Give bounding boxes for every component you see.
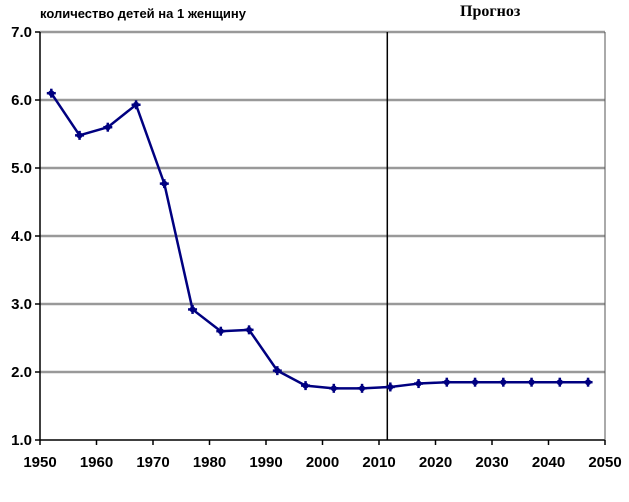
data-point: [103, 122, 113, 132]
data-point-dot: [528, 379, 535, 386]
data-point-dot: [330, 385, 337, 392]
data-point: [442, 377, 452, 387]
data-point-dot: [161, 180, 168, 187]
data-point-dot: [76, 132, 83, 139]
y-axis-label: количество детей на 1 женщину: [40, 6, 247, 21]
x-tick-label: 1950: [23, 454, 56, 471]
grid-lines: [40, 30, 605, 374]
data-point-dot: [415, 380, 422, 387]
data-point-dot: [359, 385, 366, 392]
data-point-dot: [443, 379, 450, 386]
axes: [35, 31, 606, 445]
data-point: [385, 382, 395, 392]
data-point: [357, 383, 367, 393]
x-tick-label: 2030: [475, 454, 508, 471]
y-tick-label: 4.0: [11, 228, 32, 245]
data-point-dot: [500, 379, 507, 386]
y-tick-label: 3.0: [11, 296, 32, 313]
y-tick-label: 5.0: [11, 160, 32, 177]
data-point-dot: [302, 382, 309, 389]
x-tick-label: 1990: [249, 454, 282, 471]
series-line: [50, 92, 589, 390]
x-tick-label: 1980: [193, 454, 226, 471]
data-point-dot: [585, 379, 592, 386]
data-point: [301, 381, 311, 391]
x-tick-label: 2000: [306, 454, 339, 471]
data-point-dot: [246, 326, 253, 333]
series-line-group: [46, 88, 593, 393]
data-point: [216, 326, 226, 336]
data-point: [188, 304, 198, 314]
data-point-dot: [472, 379, 479, 386]
data-point-dot: [556, 379, 563, 386]
y-tick-label: 1.0: [11, 432, 32, 449]
data-point: [272, 366, 282, 376]
data-point-dot: [48, 90, 55, 97]
data-point: [555, 377, 565, 387]
data-point: [470, 377, 480, 387]
data-point: [527, 377, 537, 387]
data-point: [244, 325, 254, 335]
data-point: [75, 130, 85, 140]
data-point: [583, 377, 593, 387]
x-tick-label: 1970: [136, 454, 169, 471]
y-tick-label: 2.0: [11, 364, 32, 381]
x-tick-label: 1960: [80, 454, 113, 471]
data-point: [414, 379, 424, 389]
x-tick-labels: 1950 1960 1970 1980 1990 2000 2010 2020 2030 2040…: [23, 454, 621, 471]
forecast-label: Прогноз: [460, 3, 521, 20]
data-point-dot: [387, 383, 394, 390]
x-tick-label: 2040: [532, 454, 565, 471]
y-tick-label: 7.0: [11, 24, 32, 41]
data-point-dot: [133, 101, 140, 108]
data-point-dot: [274, 367, 281, 374]
data-point: [329, 383, 339, 393]
data-point: [131, 100, 141, 110]
data-point-dot: [189, 306, 196, 313]
y-tick-label: 6.0: [11, 92, 32, 109]
data-point-dot: [217, 328, 224, 335]
data-point: [498, 377, 508, 387]
y-tick-labels: 1.0 2.0 3.0 4.0 5.0 6.0 7.0: [11, 24, 32, 449]
x-tick-label: 2010: [362, 454, 395, 471]
x-tick-label: 2020: [419, 454, 452, 471]
data-point-dot: [104, 124, 111, 131]
data-point: [159, 179, 169, 189]
data-point: [46, 88, 56, 98]
x-tick-label: 2050: [588, 454, 621, 471]
